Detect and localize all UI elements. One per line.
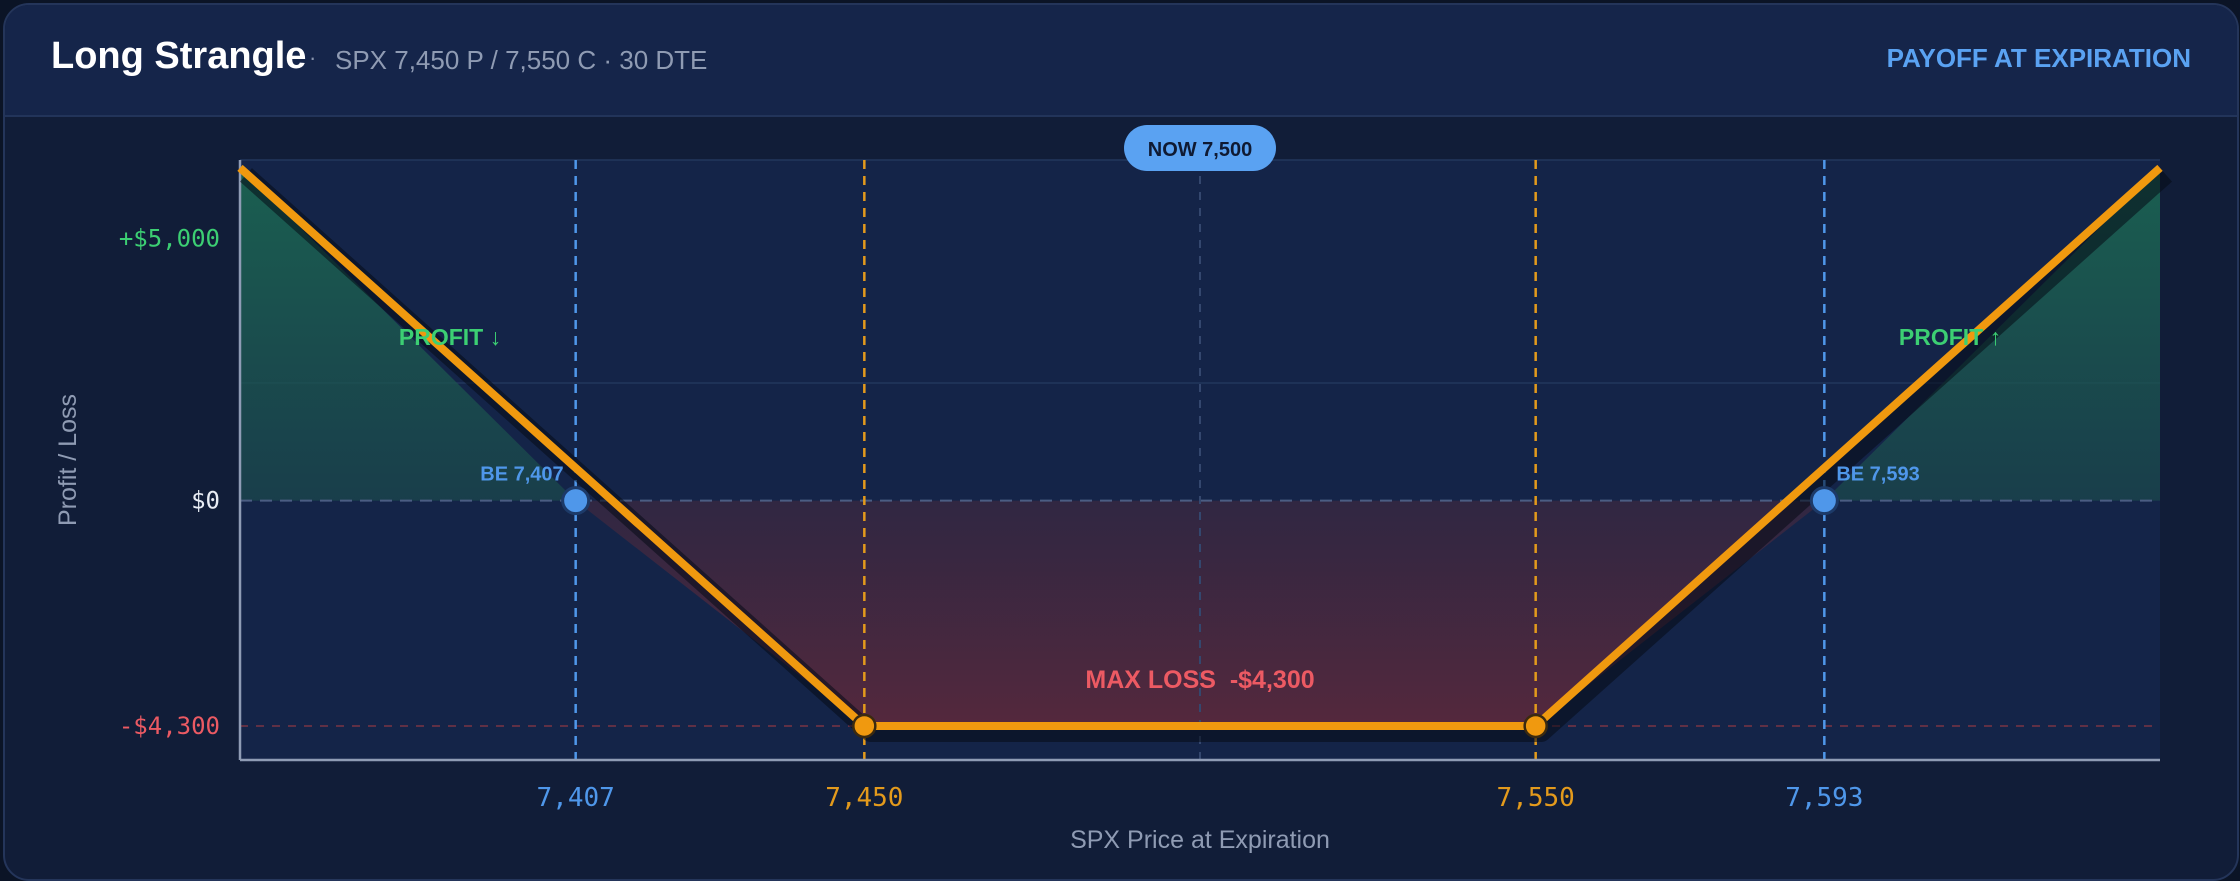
strike-marker-call [1523,713,1548,739]
y-tick-label: $0 [191,487,220,515]
payoff-line [237,164,2163,730]
y-tick-label: +$5,000 [119,225,220,253]
x-tick-label: 7,593 [1785,783,1863,813]
x-tick-label: 7,407 [537,783,615,813]
breakeven-marker-low [561,486,591,516]
breakeven-label-low: BE 7,407 [480,464,563,486]
x-tick-label: 7,550 [1497,783,1575,813]
x-axis-title: SPX Price at Expiration [1070,826,1330,854]
now-badge [1124,125,1276,171]
now-badge-label: NOW 7,500 [1148,139,1252,161]
strike-marker-put [852,713,877,739]
max-loss-label: MAX LOSS -$4,300 [1085,666,1314,694]
breakeven-marker-high [1809,486,1839,516]
x-tick-label: 7,450 [825,783,903,813]
position-subtitle: SPX 7,450 P / 7,550 C · 30 DTE [335,45,708,75]
payoff-badge: PAYOFF AT EXPIRATION [1886,43,2191,73]
page-title: Long Strangle [51,35,307,77]
y-axis-title: Profit / Loss [54,394,82,526]
profit-label-left: PROFIT ↓ [399,324,501,350]
title-separator: · [309,45,317,70]
y-tick-label: -$4,300 [119,712,220,740]
profit-label-right: PROFIT ↑ [1899,324,2001,350]
card-header: Long Strangle · SPX 7,450 P / 7,550 C · … [5,5,2237,117]
breakeven-label-high: BE 7,593 [1836,464,1919,486]
